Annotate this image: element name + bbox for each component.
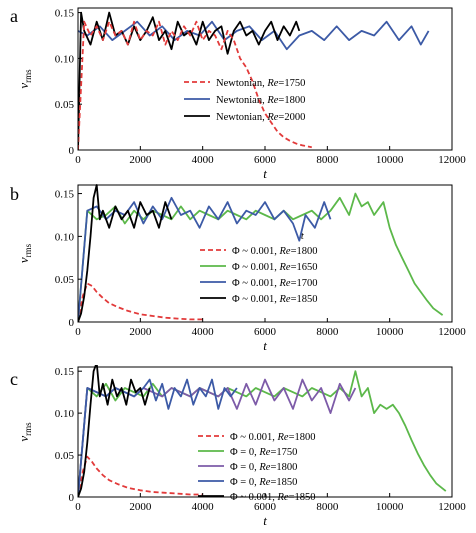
annotation: t bbox=[301, 231, 305, 242]
legend-label: Φ ~ 0.001, Re=1800 bbox=[230, 432, 315, 443]
panel-letter: c bbox=[10, 369, 18, 389]
series-group bbox=[78, 11, 430, 150]
panel-letter: b bbox=[10, 184, 19, 204]
legend-label: Newtonian, Re=2000 bbox=[216, 112, 305, 123]
y-tick-label: 0.15 bbox=[55, 8, 75, 20]
x-tick-label: 4000 bbox=[192, 154, 215, 166]
x-tick-label: 8000 bbox=[316, 501, 339, 513]
x-tick-label: 8000 bbox=[316, 154, 339, 166]
series-line-3 bbox=[78, 196, 332, 322]
x-tick-label: 0 bbox=[75, 326, 81, 338]
x-tick-label: 6000 bbox=[254, 154, 277, 166]
x-tick-label: 4000 bbox=[192, 326, 215, 338]
series-group bbox=[78, 365, 447, 497]
panel-c: c 0 2000 4000 6000 8000 10000 12000 0 0.05 0.10 0.1… bbox=[10, 365, 466, 528]
legend-label: Φ ~ 0.001, Re=1650 bbox=[232, 262, 317, 273]
x-axis-label: t bbox=[263, 513, 267, 528]
x-tick-label: 12000 bbox=[438, 326, 466, 338]
panel-a: a 0 2000 4000 6000 8000 10000 12000 0 0.05 0.10 0.1… bbox=[10, 6, 466, 181]
x-tick-label: 12000 bbox=[438, 501, 466, 513]
legend: Φ ~ 0.001, Re=1800 Φ ~ 0.001, Re=1650 Φ ~ … bbox=[200, 246, 317, 305]
panel-letter: a bbox=[10, 6, 18, 26]
legend-label: Φ ~ 0.001, Re=1700 bbox=[232, 278, 317, 289]
y-tick-label: 0.05 bbox=[55, 450, 75, 462]
x-tick-label: 8000 bbox=[316, 326, 339, 338]
y-tick-label: 0.15 bbox=[55, 189, 75, 201]
y-axis-label: vrms bbox=[16, 422, 33, 442]
y-tick-label: 0.10 bbox=[55, 231, 75, 243]
x-tick-label: 10000 bbox=[376, 501, 404, 513]
y-tick-label: 0 bbox=[69, 145, 75, 157]
y-tick-label: 0.10 bbox=[55, 408, 75, 420]
y-tick-label: 0.10 bbox=[55, 53, 75, 65]
series-line-1 bbox=[78, 455, 203, 497]
legend: Newtonian, Re=1750 Newtonian, Re=1800 Newt… bbox=[184, 78, 305, 123]
x-tick-label: 0 bbox=[75, 501, 81, 513]
x-tick-label: 2000 bbox=[129, 501, 152, 513]
series-group bbox=[78, 184, 444, 322]
series-line-2 bbox=[78, 11, 301, 150]
x-tick-label: 10000 bbox=[376, 326, 404, 338]
legend-label: Φ ~ 0.001, Re=1850 bbox=[232, 294, 317, 305]
legend-label: Φ ~ 0.001, Re=1850 bbox=[230, 492, 315, 503]
legend-label: Φ ~ 0.001, Re=1800 bbox=[232, 246, 317, 257]
y-axis-label-subscript: rms bbox=[23, 422, 33, 436]
x-tick-label: 2000 bbox=[129, 154, 152, 166]
x-tick-label: 6000 bbox=[254, 326, 277, 338]
x-tick-label: 4000 bbox=[192, 501, 215, 513]
legend: Φ ~ 0.001, Re=1800 Φ = 0, Re=1750 Φ = 0, R… bbox=[198, 432, 315, 503]
x-tick-label: 2000 bbox=[129, 326, 152, 338]
panel-b: b 0 2000 4000 6000 8000 10000 12000 0 0.05 0.10 0.1… bbox=[10, 184, 466, 353]
y-axis-label: vrms bbox=[16, 243, 33, 263]
legend-label: Φ = 0, Re=1850 bbox=[230, 477, 297, 488]
series-line-4 bbox=[78, 378, 238, 497]
x-tick-label: 10000 bbox=[376, 154, 404, 166]
x-tick-label: 0 bbox=[75, 154, 81, 166]
y-tick-label: 0.05 bbox=[55, 274, 75, 286]
legend-label: Φ = 0, Re=1800 bbox=[230, 462, 297, 473]
x-axis-label: t bbox=[263, 338, 267, 353]
y-tick-label: 0.15 bbox=[55, 366, 75, 378]
y-axis-label-subscript: rms bbox=[23, 69, 33, 83]
y-axis-label: vrms bbox=[16, 69, 33, 89]
x-tick-label: 12000 bbox=[438, 154, 466, 166]
legend-label: Newtonian, Re=1750 bbox=[216, 78, 305, 89]
legend-label: Newtonian, Re=1800 bbox=[216, 95, 305, 106]
series-line-1 bbox=[78, 282, 203, 322]
y-tick-label: 0 bbox=[69, 317, 75, 329]
legend-label: Φ = 0, Re=1750 bbox=[230, 447, 297, 458]
series-line-3 bbox=[78, 20, 312, 150]
series-line-4 bbox=[78, 184, 173, 322]
y-axis-label-subscript: rms bbox=[23, 243, 33, 257]
series-line-5 bbox=[78, 365, 151, 497]
y-tick-label: 0 bbox=[69, 492, 75, 504]
x-tick-label: 6000 bbox=[254, 501, 277, 513]
x-axis-label: t bbox=[263, 166, 267, 181]
y-tick-label: 0.05 bbox=[55, 99, 75, 111]
